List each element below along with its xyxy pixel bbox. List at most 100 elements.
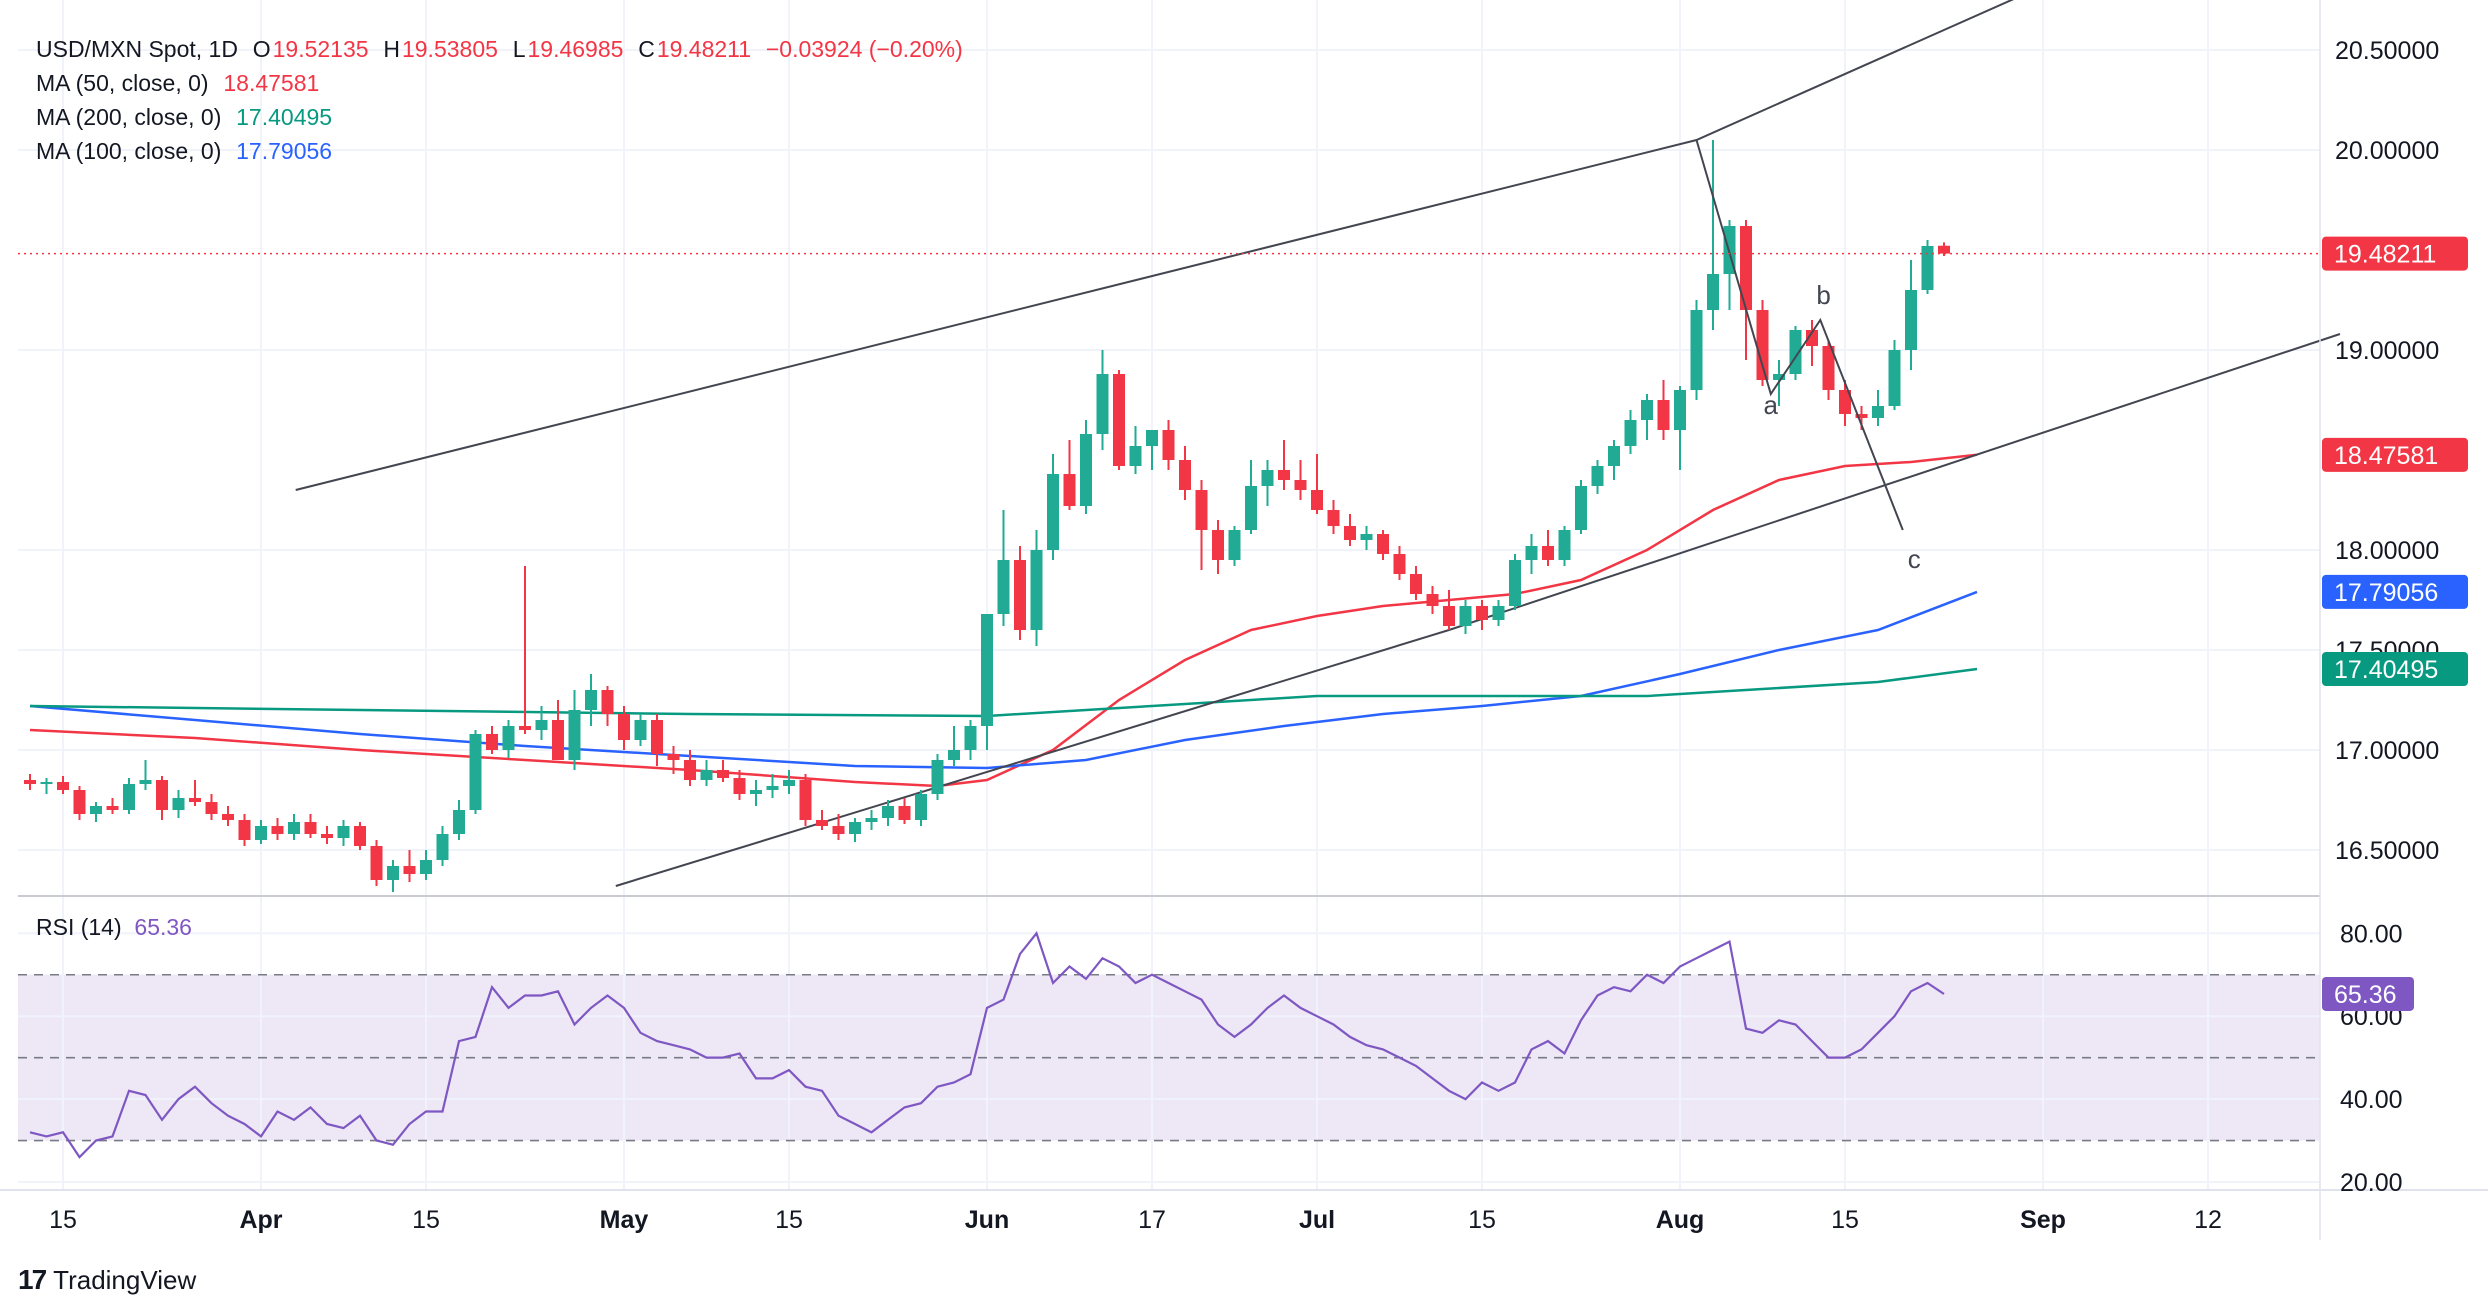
candle-body (205, 802, 218, 814)
candle-body (849, 822, 861, 834)
candle-body (717, 770, 729, 778)
wave-annotations: a b c (1695, 139, 1921, 574)
candle-body (502, 726, 515, 750)
candle-body (601, 690, 614, 714)
candle-body (420, 860, 432, 874)
candle-body (1806, 330, 1818, 346)
candle-body (700, 770, 713, 780)
candle-body (766, 786, 779, 790)
time-tick-label: May (600, 1206, 649, 1234)
price-tick-label: 20.00000 (2335, 137, 2439, 165)
time-tick-label: Aug (1656, 1206, 1705, 1234)
legend-ma100[interactable]: MA (100, close, 0) 17.79056 (36, 138, 334, 165)
price-tick-label: 20.50000 (2335, 37, 2439, 65)
candle-body (1047, 474, 1059, 550)
candle-body (1261, 470, 1274, 486)
ma-line (29, 453, 1978, 788)
rsi-tag-box (2322, 976, 2414, 1011)
rsi-legend[interactable]: RSI (14) 65.36 (36, 914, 192, 941)
price-tag-label: 19.48211 (2334, 241, 2436, 269)
candle-body (816, 820, 828, 826)
candle-body (1360, 534, 1373, 540)
candle-body (139, 780, 152, 784)
close-label: C (638, 36, 655, 62)
price-tick-label: 17.00000 (2335, 737, 2439, 765)
rsi-label: RSI (14) (36, 914, 122, 940)
price-tag-box (2322, 437, 2468, 472)
candle-body (1212, 530, 1224, 560)
candle-body (1344, 526, 1356, 540)
price-axis: 20.5000020.0000019.0000018.0000017.50000… (2335, 37, 2439, 865)
candle-body (222, 814, 234, 820)
header-ohlc: USD/MXN Spot, 1D O19.52135 H19.53805 L19… (36, 36, 965, 63)
candle-body (1542, 546, 1554, 560)
ma100-value: 17.79056 (236, 138, 333, 164)
candle-body (403, 866, 416, 874)
candle-body (123, 784, 135, 810)
ma50-value: 18.47581 (223, 70, 320, 96)
candle-body (799, 780, 812, 820)
candle-body (1030, 550, 1043, 630)
candle-body (453, 810, 465, 834)
candle-body (1707, 274, 1719, 310)
time-tick-label: 12 (2194, 1206, 2222, 1234)
candle-body (684, 760, 696, 780)
candle-body (1872, 406, 1884, 418)
candle-body (90, 806, 102, 814)
candles (24, 140, 1950, 892)
candle-body (288, 822, 300, 834)
candle-body (1393, 554, 1406, 574)
candle-body (1443, 606, 1455, 626)
candle-body (1228, 530, 1241, 560)
candle-body (1921, 246, 1934, 290)
candle-body (1080, 434, 1092, 506)
candle-body (634, 720, 647, 740)
legend-ma200[interactable]: MA (200, close, 0) 17.40495 (36, 104, 334, 131)
candle-body (931, 760, 944, 794)
tradingview-brand[interactable]: 17 TradingView (18, 1264, 196, 1296)
candle-body (1311, 490, 1323, 510)
legend-ma50[interactable]: MA (50, close, 0) 18.47581 (36, 70, 321, 97)
rsi-tick-label: 40.00 (2340, 1086, 2403, 1114)
candle-body (1525, 546, 1538, 560)
candle-body (832, 826, 845, 834)
candle-body (189, 798, 201, 802)
candle-body (898, 806, 911, 820)
candle-body (1113, 374, 1125, 466)
grid-lines (18, 0, 2320, 1190)
candle-body (304, 822, 317, 834)
candle-body (1509, 560, 1521, 606)
candle-body (1492, 606, 1505, 620)
candle-body (354, 826, 366, 846)
candle-body (321, 834, 333, 838)
candle-body (1624, 420, 1637, 446)
rsi-line (29, 931, 1945, 1159)
rsi-tick-label: 20.00 (2340, 1169, 2403, 1197)
candle-body (1839, 390, 1851, 414)
candle-body (568, 710, 581, 760)
open-label: O (252, 36, 271, 62)
candle-body (1740, 226, 1752, 310)
time-tick-label: Sep (2020, 1206, 2066, 1234)
rsi-polyline (29, 931, 1945, 1159)
price-tag-box (2322, 574, 2468, 609)
candle-body (1179, 460, 1191, 490)
rsi-value: 65.36 (134, 914, 192, 940)
price-tick-label: 16.50000 (2335, 837, 2439, 865)
candle-body (1822, 346, 1835, 390)
high-value: 19.53805 (401, 36, 498, 62)
candle-body (469, 734, 482, 810)
candle-body (1327, 510, 1340, 526)
high-label: H (383, 36, 400, 62)
time-tick-label: Jun (965, 1206, 1009, 1234)
candle-body (486, 734, 498, 750)
candle-body (436, 834, 449, 860)
candle-body (1426, 594, 1439, 606)
symbol-label: USD/MXN Spot, 1D (36, 36, 238, 62)
candle-body (948, 750, 960, 760)
candle-body (255, 826, 267, 840)
candle-body (1063, 474, 1076, 506)
candle-body (106, 806, 119, 810)
candle-body (1888, 350, 1901, 406)
